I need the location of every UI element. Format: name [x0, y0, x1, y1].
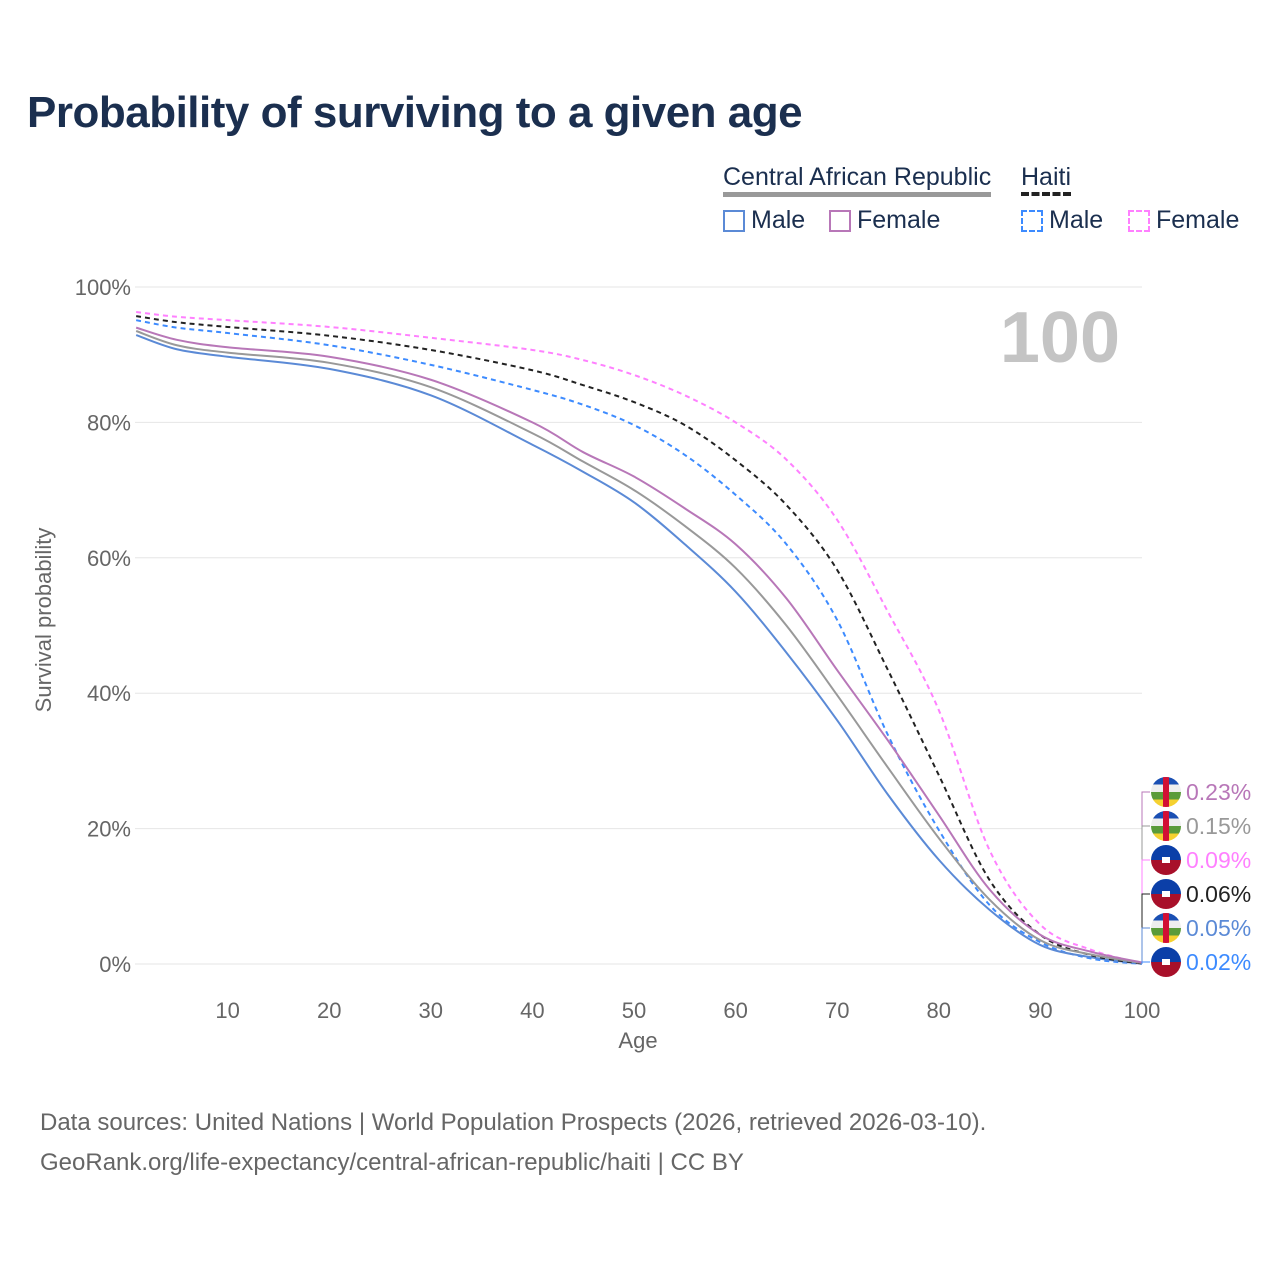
x-tick-label: 100 [1124, 998, 1161, 1023]
haiti-flag-icon [1151, 879, 1181, 909]
legend-swatch [1128, 210, 1150, 232]
x-tick-label: 30 [419, 998, 443, 1023]
y-tick-label: 40% [87, 681, 131, 706]
legend-label: Male [751, 206, 806, 234]
y-tick-label: 80% [87, 410, 131, 435]
x-tick-label: 60 [723, 998, 747, 1023]
series-line-central-african-republic-male [135, 334, 1143, 965]
source-line-1: Data sources: United Nations | World Pop… [40, 1109, 987, 1136]
legend-swatch [723, 210, 745, 232]
legend-swatch [1021, 210, 1043, 232]
x-tick-label: 20 [317, 998, 341, 1023]
end-value-label: 0.06% [1186, 881, 1251, 907]
y-tick-label: 20% [87, 817, 131, 842]
age-indicator: 100 [1000, 298, 1120, 378]
series-line-central-african-republic [135, 330, 1143, 964]
end-label-connector [1141, 927, 1150, 964]
legend-label: Male [1049, 206, 1104, 234]
x-tick-label: 90 [1028, 998, 1052, 1023]
y-tick-label: 100% [75, 275, 131, 300]
end-label-connector [1141, 961, 1150, 964]
end-label-connector [1141, 859, 1150, 964]
legend-swatch [829, 210, 851, 232]
legend-haiti-male[interactable]: Male [1021, 206, 1103, 235]
legend-group-haiti: Haiti [1021, 163, 1072, 196]
legend-car-male[interactable]: Male [723, 206, 805, 235]
x-axis-label: Age [618, 1028, 657, 1053]
x-tick-label: 50 [622, 998, 646, 1023]
end-label-connector [1141, 893, 1150, 964]
y-tick-label: 60% [87, 546, 131, 571]
end-value-label: 0.02% [1186, 949, 1251, 975]
end-value-label: 0.09% [1186, 847, 1251, 873]
haiti-flag-icon [1151, 947, 1181, 977]
haiti-flag-icon [1151, 845, 1181, 875]
x-tick-label: 70 [825, 998, 849, 1023]
legend-label: Female [1156, 206, 1240, 234]
end-value-label: 0.05% [1186, 915, 1251, 941]
legend-haiti-female[interactable]: Female [1128, 206, 1239, 235]
x-tick-label: 80 [927, 998, 951, 1023]
car-flag-icon [1151, 811, 1181, 841]
x-tick-label: 40 [520, 998, 544, 1023]
y-axis-label: Survival probability [31, 528, 56, 713]
y-tick-label: 0% [99, 952, 131, 977]
series-line-central-african-republic-female [135, 326, 1143, 964]
x-tick-label: 10 [215, 998, 239, 1023]
legend-group-car: Central African Republic [723, 163, 992, 197]
end-label-connector [1141, 791, 1150, 963]
series-line-haiti-male [135, 319, 1143, 965]
car-flag-icon [1151, 913, 1181, 943]
legend-car-female[interactable]: Female [829, 206, 940, 235]
car-flag-icon [1151, 777, 1181, 807]
end-value-label: 0.23% [1186, 779, 1251, 805]
series-line-haiti [136, 315, 1143, 965]
series-line-haiti-female [136, 311, 1143, 965]
chart-title: Probability of surviving to a given age [27, 88, 803, 137]
source-line-2[interactable]: GeoRank.org/life-expectancy/central-afri… [40, 1149, 744, 1176]
legend-label: Female [857, 206, 941, 234]
end-value-label: 0.15% [1186, 813, 1251, 839]
